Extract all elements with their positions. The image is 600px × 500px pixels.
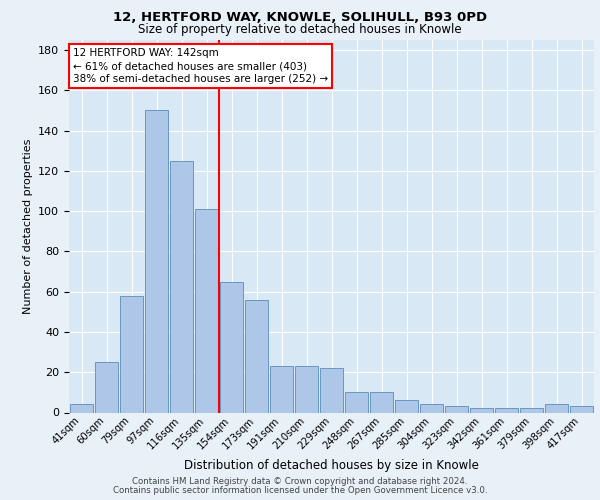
Bar: [370, 392, 393, 412]
Bar: [195, 209, 218, 412]
Text: Size of property relative to detached houses in Knowle: Size of property relative to detached ho…: [138, 22, 462, 36]
Text: 12, HERTFORD WAY, KNOWLE, SOLIHULL, B93 0PD: 12, HERTFORD WAY, KNOWLE, SOLIHULL, B93 …: [113, 11, 487, 24]
Bar: [170, 161, 193, 412]
Bar: [395, 400, 418, 412]
Bar: [495, 408, 518, 412]
Bar: [270, 366, 293, 412]
Bar: [145, 110, 168, 412]
Bar: [245, 300, 268, 412]
Bar: [120, 296, 143, 412]
Y-axis label: Number of detached properties: Number of detached properties: [23, 138, 32, 314]
Text: Contains public sector information licensed under the Open Government Licence v3: Contains public sector information licen…: [113, 486, 487, 495]
Text: Contains HM Land Registry data © Crown copyright and database right 2024.: Contains HM Land Registry data © Crown c…: [132, 477, 468, 486]
Bar: [570, 406, 593, 412]
Bar: [295, 366, 318, 412]
Bar: [420, 404, 443, 412]
Bar: [445, 406, 468, 412]
Bar: [220, 282, 243, 412]
Bar: [320, 368, 343, 412]
Bar: [345, 392, 368, 412]
X-axis label: Distribution of detached houses by size in Knowle: Distribution of detached houses by size …: [184, 459, 479, 472]
Bar: [95, 362, 118, 412]
Bar: [470, 408, 493, 412]
Bar: [70, 404, 93, 412]
Bar: [545, 404, 568, 412]
Bar: [520, 408, 543, 412]
Text: 12 HERTFORD WAY: 142sqm
← 61% of detached houses are smaller (403)
38% of semi-d: 12 HERTFORD WAY: 142sqm ← 61% of detache…: [73, 48, 328, 84]
